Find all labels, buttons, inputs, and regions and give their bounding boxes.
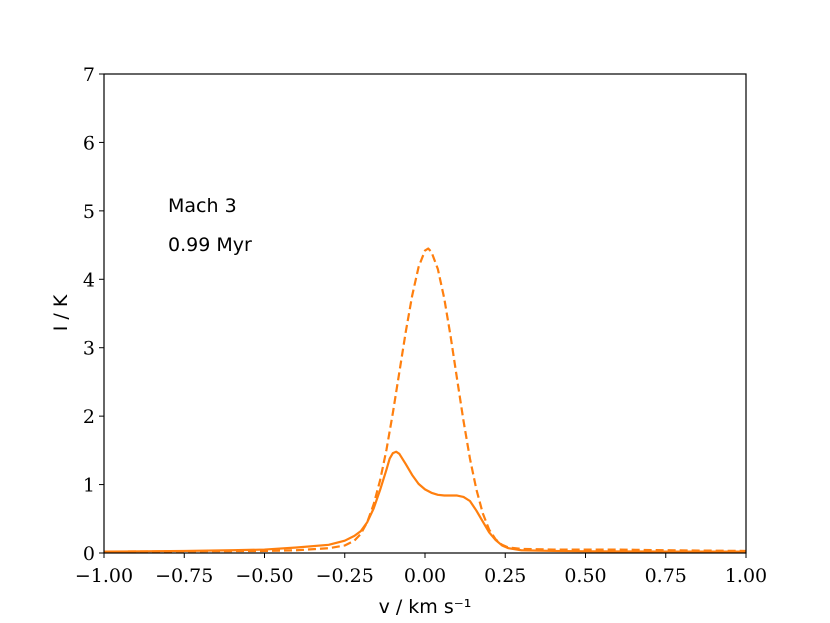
x-tick-label: −0.75 xyxy=(155,565,213,587)
y-tick-label: 7 xyxy=(83,64,95,86)
y-tick-label: 6 xyxy=(83,132,95,154)
plot-frame xyxy=(103,73,747,554)
series-line-solid xyxy=(103,450,746,553)
y-axis-label: I / K xyxy=(50,294,72,331)
plot-area xyxy=(103,247,747,553)
annotation-time: 0.99 Myr xyxy=(168,234,252,256)
x-tick-label: −0.50 xyxy=(235,565,293,587)
x-tick-label: 1.00 xyxy=(725,565,767,587)
annotation-mach: Mach 3 xyxy=(168,195,237,217)
y-tick-label: 4 xyxy=(83,269,95,291)
y-tick-label: 1 xyxy=(83,475,95,497)
y-axis: 0 1 2 3 4 5 6 7 xyxy=(83,64,104,565)
y-tick-label: 0 xyxy=(83,543,95,565)
x-tick-label: 0.25 xyxy=(484,565,526,587)
x-tick-label: −1.00 xyxy=(75,565,133,587)
x-tick-label: 0.00 xyxy=(404,565,446,587)
series-line-dashed xyxy=(103,247,747,553)
x-tick-label: 0.50 xyxy=(564,565,606,587)
x-tick-label: 0.75 xyxy=(645,565,687,587)
x-tick-label: −0.25 xyxy=(316,565,374,587)
y-tick-label: 5 xyxy=(83,201,95,223)
y-tick-label: 2 xyxy=(83,406,95,428)
x-axis-label: v / km s⁻¹ xyxy=(379,596,472,618)
y-tick-label: 3 xyxy=(83,338,95,360)
x-axis: −1.00 −0.75 −0.50 −0.25 0.00 0.25 0.50 0.75 1.00 xyxy=(75,553,767,587)
